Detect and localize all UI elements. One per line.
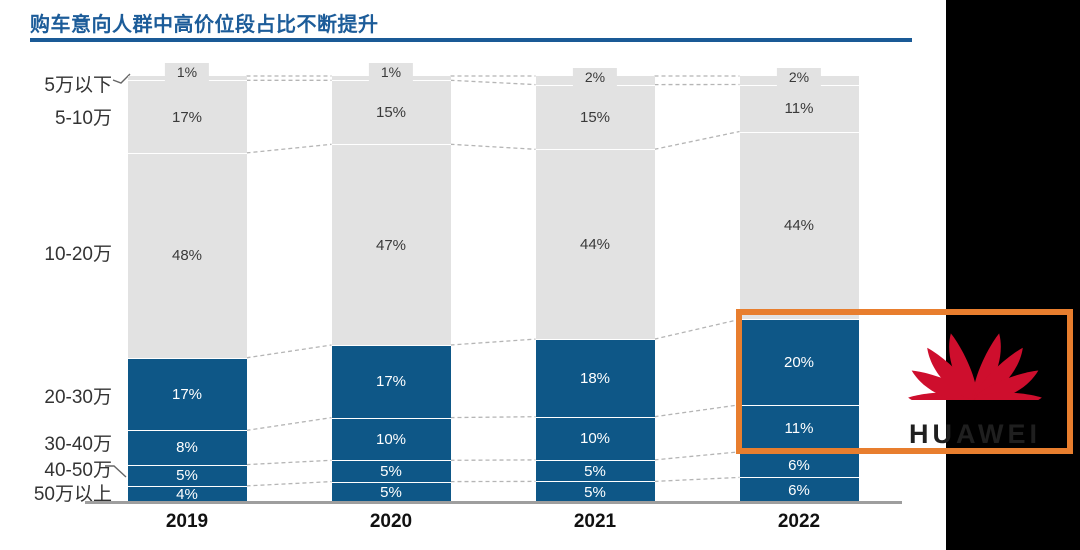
segment-40-50万-2021: 5% xyxy=(535,459,655,482)
segment-value-label: 44% xyxy=(579,236,611,254)
huawei-logo: HUAWEI xyxy=(905,312,1045,450)
segment-5-10万-2020: 15% xyxy=(331,80,451,145)
segment-value-label: 20% xyxy=(783,354,815,372)
segment-value-label: 5% xyxy=(584,462,606,480)
segment-value-label: 6% xyxy=(788,456,810,474)
segment-5万以下-2020: 1% xyxy=(331,63,451,83)
segment-5-10万-2019: 17% xyxy=(127,80,247,153)
segment-30-40万-2019: 8% xyxy=(127,430,247,465)
segment-50万以上-2020: 5% xyxy=(331,481,451,503)
category-label-5-10万: 5-10万 xyxy=(54,108,112,129)
x-axis-line xyxy=(85,501,902,504)
segment-value-label: 15% xyxy=(579,108,611,126)
year-label-2022: 2022 xyxy=(777,511,821,532)
segment-value-label: 2% xyxy=(776,67,822,87)
segment-value-label: 15% xyxy=(375,104,407,122)
segment-value-label: 5% xyxy=(380,462,402,480)
bar-2020: 1% 15% 47% 17% 10% 5% 5% xyxy=(331,63,451,503)
category-label-40-50万: 40-50万 xyxy=(44,460,112,481)
bar-2021: 2% 15% 44% 18% 10% 5% 5% xyxy=(535,67,655,503)
segment-30-40万-2021: 10% xyxy=(535,416,655,460)
category-label-30-40万: 30-40万 xyxy=(44,434,112,455)
page-title: 购车意向人群中高价位段占比不断提升 xyxy=(30,14,379,36)
segment-50万以上-2019: 4% xyxy=(127,485,247,504)
category-label-10-20万: 10-20万 xyxy=(44,244,112,265)
segment-value-label: 17% xyxy=(375,373,407,391)
segment-value-label: 10% xyxy=(579,430,611,448)
segment-value-label: 1% xyxy=(164,63,210,83)
segment-10-20万-2020: 47% xyxy=(331,144,451,345)
leader-line-5wan-below xyxy=(112,73,131,84)
huawei-wordmark: HUAWEI xyxy=(909,419,1041,449)
huawei-flower-icon xyxy=(908,333,1042,409)
segment-5-10万-2021: 15% xyxy=(535,84,655,150)
segment-40-50万-2022: 6% xyxy=(739,451,859,478)
segment-10-20万-2019: 48% xyxy=(127,152,247,358)
segment-20-30万-2022: 20% xyxy=(739,319,859,405)
segment-40-50万-2020: 5% xyxy=(331,460,451,482)
category-label-20-30万: 20-30万 xyxy=(44,387,112,408)
segment-5万以下-2019: 1% xyxy=(127,63,247,83)
bar-2019: 1% 17% 48% 17% 8% 5% 4% xyxy=(127,63,247,504)
segment-value-label: 44% xyxy=(783,217,815,235)
leader-line-40-50wan xyxy=(105,465,127,478)
segment-value-label: 47% xyxy=(375,236,407,254)
segment-50万以上-2021: 5% xyxy=(535,481,655,503)
stacked-bar-chart: 1% 17% 48% 17% 8% 5% 4% 1% 15% 47% 17% 10% 5% 5% 2% 15%… xyxy=(33,63,1073,532)
year-label-2021: 2021 xyxy=(573,511,617,532)
category-label-5万以下: 5万以下 xyxy=(44,75,112,96)
segment-20-30万-2020: 17% xyxy=(331,345,451,418)
segment-value-label: 11% xyxy=(784,420,814,438)
segment-50万以上-2022: 6% xyxy=(739,477,859,503)
segment-value-label: 5% xyxy=(176,467,198,485)
year-label-2019: 2019 xyxy=(165,511,209,532)
black-band xyxy=(946,0,1080,550)
segment-30-40万-2020: 10% xyxy=(331,417,451,461)
segment-10-20万-2021: 44% xyxy=(535,149,655,340)
title-underline xyxy=(30,38,912,42)
segment-value-label: 8% xyxy=(176,439,198,457)
segment-30-40万-2022: 11% xyxy=(739,404,859,452)
segment-value-label: 18% xyxy=(579,369,611,387)
segment-value-label: 1% xyxy=(368,63,414,83)
segment-10-20万-2022: 44% xyxy=(739,131,859,320)
segment-40-50万-2019: 5% xyxy=(127,464,247,486)
bar-2022: 2% 11% 44% 20% 11% 6% 6% xyxy=(739,67,859,503)
series-connector-lines xyxy=(105,73,740,487)
segment-value-label: 10% xyxy=(375,430,407,448)
segment-value-label: 2% xyxy=(572,67,618,87)
highlight-box xyxy=(735,309,1073,454)
segment-value-label: 6% xyxy=(788,482,810,500)
segment-20-30万-2019: 17% xyxy=(127,357,247,431)
segment-value-label: 17% xyxy=(171,386,203,404)
segment-value-label: 11% xyxy=(784,100,814,118)
segment-value-label: 5% xyxy=(584,484,606,502)
segment-5-10万-2022: 11% xyxy=(739,84,859,132)
year-label-2020: 2020 xyxy=(369,511,413,532)
segment-value-label: 17% xyxy=(171,108,203,126)
segment-5万以下-2021: 2% xyxy=(535,67,655,87)
segment-5万以下-2022: 2% xyxy=(739,67,859,87)
segment-value-label: 4% xyxy=(176,486,198,504)
segment-value-label: 48% xyxy=(171,247,203,265)
segment-value-label: 5% xyxy=(380,484,402,502)
segment-20-30万-2021: 18% xyxy=(535,339,655,417)
category-label-50万以上: 50万以上 xyxy=(33,484,112,505)
